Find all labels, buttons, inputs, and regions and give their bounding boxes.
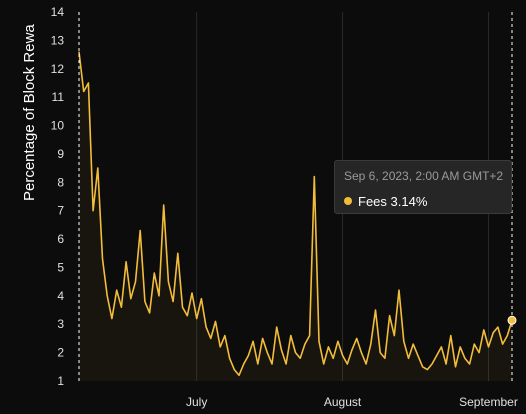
- y-tick-label: 13: [51, 33, 65, 47]
- hover-point[interactable]: [507, 315, 517, 325]
- y-tick-label: 14: [51, 5, 65, 19]
- x-tick-label: September: [459, 395, 518, 409]
- x-axis-ticks: July August September: [186, 395, 518, 409]
- tooltip-series-name: Fees: [358, 194, 387, 209]
- y-tick-label: 3: [57, 317, 64, 331]
- x-tick-label: July: [186, 395, 207, 409]
- y-tick-label: 1: [57, 374, 64, 388]
- y-tick-label: 10: [51, 119, 65, 133]
- series-fees-line[interactable]: [78, 51, 513, 377]
- y-tick-label: 6: [57, 232, 64, 246]
- y-tick-label: 7: [57, 204, 64, 218]
- tooltip: Sep 6, 2023, 2:00 AM GMT+2 Fees 3.14%: [334, 160, 512, 214]
- tooltip-date: Sep 6, 2023, 2:00 AM GMT+2: [344, 169, 504, 183]
- x-tick-label: August: [324, 395, 362, 409]
- y-tick-label: 5: [57, 260, 64, 274]
- series-fees-area: [79, 51, 512, 381]
- y-tick-label: 9: [57, 147, 64, 161]
- y-tick-label: 8: [57, 175, 64, 189]
- y-tick-label: 4: [57, 289, 64, 303]
- tooltip-value: 3.14%: [390, 194, 428, 209]
- y-tick-label: 11: [52, 90, 65, 104]
- y-tick-label: 12: [51, 62, 65, 76]
- tooltip-row: Fees 3.14%: [344, 194, 427, 209]
- y-tick-label: 2: [57, 346, 64, 360]
- series-color-dot: [344, 197, 352, 205]
- y-axis-label: Percentage of Block Rewa: [21, 24, 38, 201]
